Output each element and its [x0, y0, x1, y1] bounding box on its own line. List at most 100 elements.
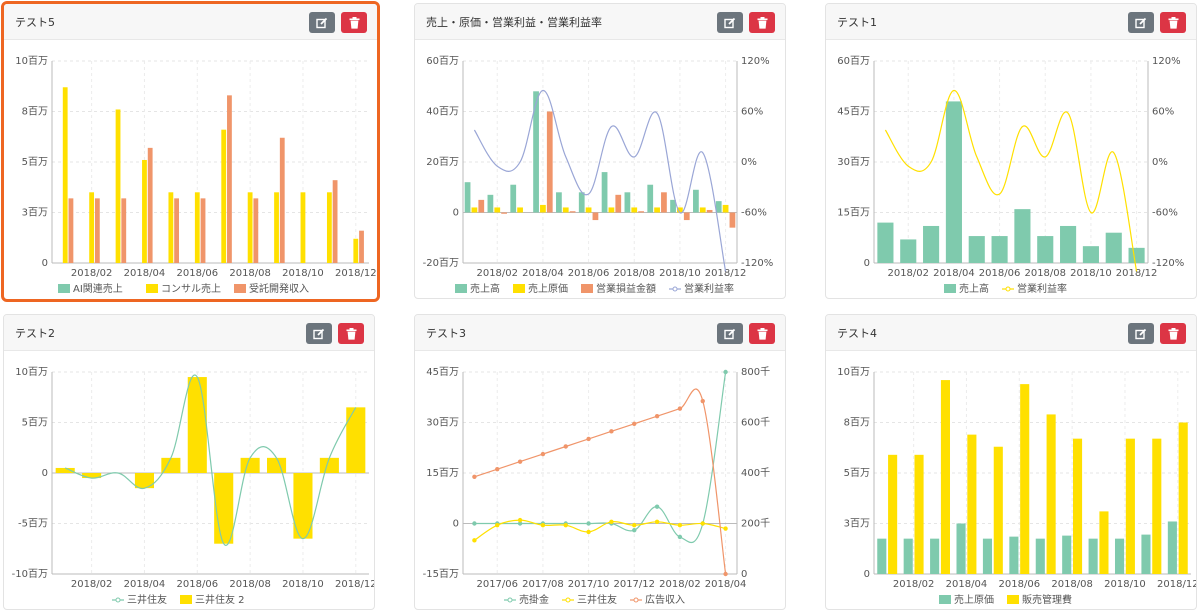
legend-marker [180, 595, 192, 604]
point [495, 522, 500, 528]
bar [187, 377, 207, 473]
delete-button[interactable] [341, 12, 367, 33]
bar [487, 194, 494, 213]
x-tick-label: 2018/02 [659, 579, 701, 590]
bar [914, 454, 924, 574]
delete-button[interactable] [338, 323, 364, 344]
point [723, 369, 728, 375]
trash-icon [1168, 327, 1178, 340]
bar [715, 201, 722, 213]
bar [624, 192, 631, 213]
bar [1152, 438, 1162, 574]
chart-panel-test5[interactable]: テスト5 0 3百万 5百万 8百万 10百万 2018/02 2018/04 2018/06… [1, 1, 380, 302]
point [654, 413, 660, 419]
bar [134, 473, 155, 489]
chart-panel-test4[interactable]: テスト4 0 3百万 5百万 8百万 10百万 2018/02 2018/04 2018/06… [825, 314, 1197, 610]
legend-label: 売上高 [470, 282, 500, 295]
chart-panel-test3[interactable]: テスト3 -15百万 0 15百万 30百万 45百万 0 200千 400千 600千 800千… [414, 314, 786, 610]
bar [214, 473, 234, 544]
legend-label: 売上原価 [954, 593, 994, 606]
bar [540, 204, 546, 213]
x-tick-label: 2018/06 [979, 268, 1021, 279]
delete-button[interactable] [749, 323, 775, 344]
point [632, 522, 637, 528]
bar [319, 457, 339, 473]
point [609, 519, 614, 525]
legend-marker [146, 284, 158, 293]
legend-marker [1005, 286, 1011, 292]
x-tick-label: 2018/06 [177, 579, 219, 590]
bar [956, 523, 966, 574]
chart-panel-test2[interactable]: テスト2 -10百万 -5百万 0 5百万 10百万 2018/02 2018/04 2018… [3, 314, 375, 610]
chart-panel-sales-cost-profit[interactable]: 売上・原価・営業利益・営業利益率 -20百万 0 20百万 40百万 60百万 -120%… [414, 3, 786, 299]
bar [654, 207, 660, 213]
bar [888, 454, 898, 574]
x-tick-label: 2018/12 [705, 268, 747, 279]
legend-marker [1007, 595, 1019, 604]
legend-marker [633, 597, 639, 603]
bar [174, 198, 180, 263]
edit-button[interactable] [1128, 12, 1154, 33]
legend-marker [672, 286, 678, 292]
chart: 0 15百万 30百万 45百万 60百万 -120% -60% 0% 60% 120% 2018/… [837, 55, 1184, 295]
panel-title: 売上・原価・営業利益・営業利益率 [426, 16, 602, 29]
chart-panel-test1[interactable]: テスト1 0 15百万 30百万 45百万 60百万 -120% -60% 0% 60% 120%… [825, 3, 1197, 299]
y2-tick-label: 0 [741, 569, 747, 580]
bar [993, 446, 1003, 574]
series-line [64, 374, 357, 546]
legend-label: 営業利益率 [684, 282, 734, 295]
bar [592, 212, 599, 221]
y-tick-label: 0 [453, 208, 459, 219]
bar [300, 192, 306, 263]
point [632, 421, 637, 426]
bar [168, 192, 174, 263]
edit-button[interactable] [306, 323, 332, 344]
x-tick-label: 2018/04 [705, 579, 747, 590]
x-tick-label: 2018/10 [282, 579, 324, 590]
delete-button[interactable] [1160, 12, 1186, 33]
y2-tick-label: 60% [1152, 107, 1174, 118]
bar [967, 434, 977, 574]
panel-title: テスト4 [837, 327, 877, 340]
panel-title: テスト3 [426, 327, 466, 340]
series-line [884, 89, 1138, 272]
y-tick-label: 8百万 [22, 106, 48, 118]
delete-button[interactable] [1160, 323, 1186, 344]
y2-tick-label: 800千 [741, 366, 770, 378]
legend-marker [115, 597, 121, 603]
point [654, 504, 660, 509]
chart: -15百万 0 15百万 30百万 45百万 0 200千 400千 600千 800千 2017/… [423, 366, 770, 606]
bar [615, 194, 622, 213]
x-tick-label: 2018/10 [282, 268, 324, 279]
y2-tick-label: 60% [741, 107, 763, 118]
bar [55, 467, 75, 473]
point [563, 522, 568, 528]
panel-header: テスト5 [4, 4, 377, 40]
bar [326, 192, 332, 263]
y2-tick-label: -60% [741, 208, 767, 219]
edit-button[interactable] [717, 12, 743, 33]
legend-marker [58, 284, 70, 293]
delete-button[interactable] [749, 12, 775, 33]
bar [1062, 535, 1072, 574]
x-tick-label: 2018/08 [1051, 579, 1093, 590]
edit-button[interactable] [717, 323, 743, 344]
edit-button[interactable] [309, 12, 335, 33]
y-tick-label: 10百万 [15, 366, 48, 378]
bar [903, 538, 913, 574]
y2-tick-label: 400千 [741, 467, 770, 479]
x-tick-label: 2018/10 [1070, 268, 1112, 279]
y-tick-label: -5百万 [18, 518, 48, 530]
bar [1060, 225, 1077, 263]
bar [533, 91, 539, 213]
point [472, 538, 477, 543]
bar [1009, 536, 1019, 574]
bar [1099, 511, 1109, 574]
legend-label: コンサル売上 [161, 282, 221, 295]
point [654, 519, 660, 525]
edit-button[interactable] [1128, 323, 1154, 344]
y-tick-label: 30百万 [837, 156, 870, 168]
bar [68, 198, 74, 263]
trash-icon [346, 327, 356, 340]
bar [471, 207, 478, 213]
